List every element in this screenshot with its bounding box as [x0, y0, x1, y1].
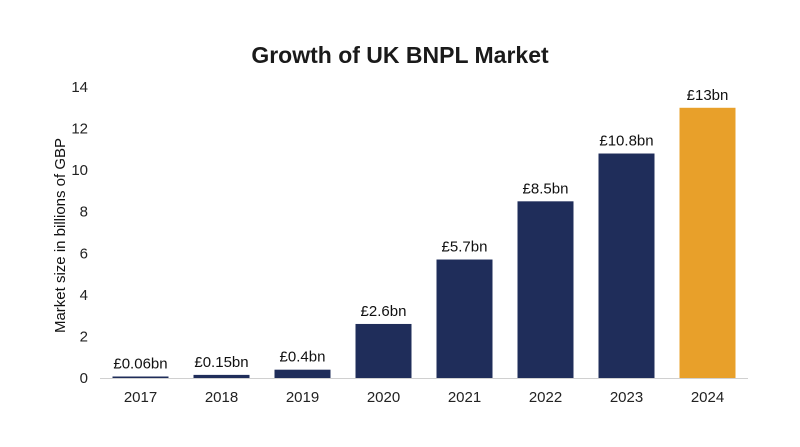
- data-label-2020: £2.6bn: [361, 303, 407, 320]
- y-tick-label: 0: [80, 370, 88, 387]
- x-tick-label-2023: 2023: [610, 389, 643, 406]
- y-tick-label: 2: [80, 328, 88, 345]
- y-tick-label: 14: [71, 79, 88, 96]
- data-label-2021: £5.7bn: [442, 239, 488, 256]
- x-tick-label-2018: 2018: [205, 389, 238, 406]
- y-tick-label: 6: [80, 245, 88, 262]
- x-tick-label-2017: 2017: [124, 389, 157, 406]
- x-tick-label-2020: 2020: [367, 389, 400, 406]
- bar-2022: [517, 201, 574, 378]
- y-tick-label: 4: [80, 287, 88, 304]
- x-tick-label-2022: 2022: [529, 389, 562, 406]
- data-label-2023: £10.8bn: [599, 133, 653, 150]
- data-label-2017: £0.06bn: [113, 356, 167, 373]
- x-tick-label-2024: 2024: [691, 389, 724, 406]
- bar-2019: [274, 369, 331, 378]
- data-label-2018: £0.15bn: [194, 354, 248, 371]
- data-label-2019: £0.4bn: [280, 349, 326, 366]
- y-tick-label: 12: [71, 121, 88, 138]
- data-label-2022: £8.5bn: [523, 180, 569, 197]
- bar-2017: [112, 376, 169, 378]
- y-axis-title: Market size in billions of GBP: [52, 138, 69, 333]
- y-tick-label: 8: [80, 204, 88, 221]
- bar-2024: [679, 107, 736, 379]
- x-tick-label-2021: 2021: [448, 389, 481, 406]
- y-tick-label: 10: [71, 162, 88, 179]
- x-tick-label-2019: 2019: [286, 389, 319, 406]
- bar-2018: [193, 374, 250, 378]
- bar-2020: [355, 323, 412, 378]
- data-label-2024: £13bn: [687, 87, 729, 104]
- chart-title: Growth of UK BNPL Market: [251, 42, 549, 68]
- bar-2023: [598, 153, 655, 378]
- bar-2021: [436, 259, 493, 378]
